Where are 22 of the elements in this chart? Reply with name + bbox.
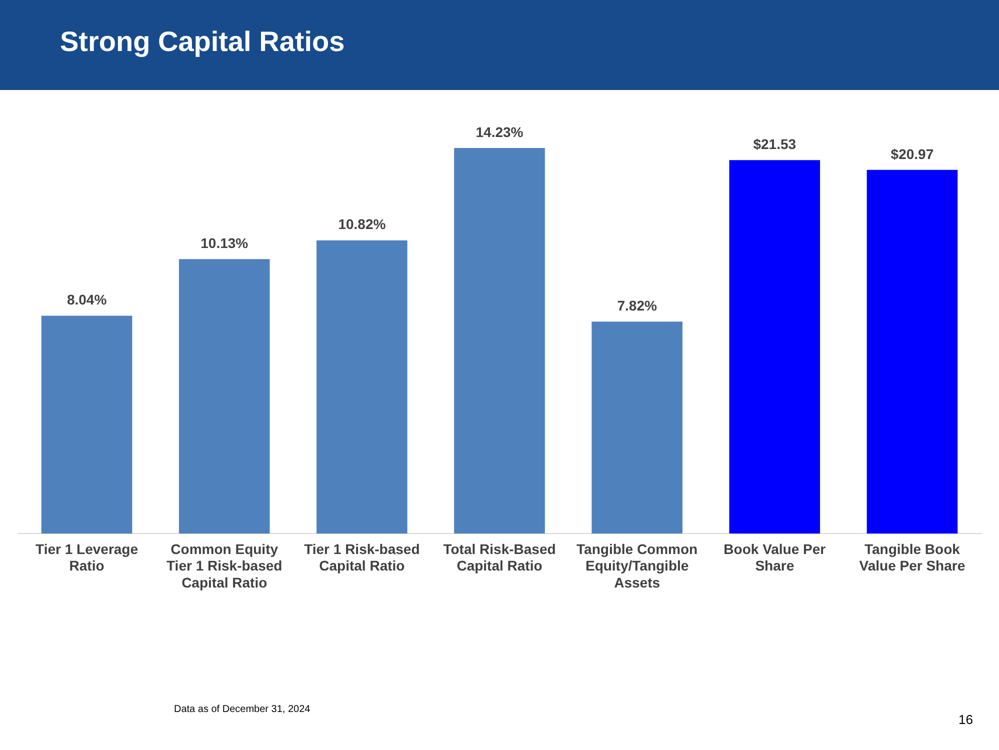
bar — [178, 259, 270, 534]
bar — [316, 240, 408, 534]
data-label: 14.23% — [476, 124, 524, 140]
data-label: $20.97 — [890, 146, 934, 162]
x-tick-label: Total Risk-Based Capital Ratio — [443, 540, 556, 574]
bar — [454, 148, 545, 534]
data-label: 10.13% — [200, 234, 249, 251]
x-tick-label: Tangible Common Equity/Tangible Assets — [576, 540, 698, 590]
text: 16 — [958, 712, 973, 727]
x-tick-label: Tangible Book Value Per Share — [859, 540, 966, 574]
text: Data as of December 31, 2024 — [174, 704, 310, 715]
x-tick-label: Tier 1 Leverage Ratio — [36, 540, 138, 574]
bar — [41, 316, 132, 534]
x-tick-label: Tier 1 Risk-based Capital Ratio — [304, 540, 420, 574]
bar — [592, 322, 682, 534]
chart-title: Strong Capital Ratios — [60, 26, 345, 58]
data-label: $21.53 — [753, 136, 796, 152]
data-label: 10.82% — [338, 216, 386, 232]
data-label: 8.04% — [66, 292, 108, 308]
x-tick-label: Common Equity Tier 1 Risk-based Capital Ratio — [166, 540, 282, 590]
x-tick-label: Book Value Per Share — [724, 540, 826, 574]
data-label: 7.82% — [617, 298, 658, 314]
